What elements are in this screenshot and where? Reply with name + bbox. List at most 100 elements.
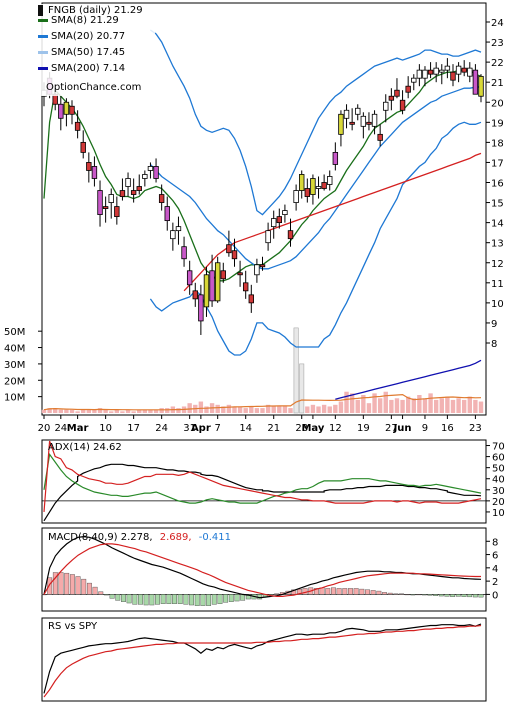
macd-histogram-bar	[109, 594, 115, 599]
candle-body	[455, 65, 462, 75]
volume-tick-label: 30M	[4, 360, 25, 371]
macd-tick-label: 8	[492, 537, 498, 548]
candle-body	[125, 178, 131, 187]
macd-histogram-bar	[331, 587, 336, 595]
volume-tick-label: 10M	[4, 393, 25, 404]
adx-tick-label: 40	[492, 475, 505, 486]
volume-bar	[92, 409, 97, 413]
macd-title-label: MACD(8,40,9) 2.278,	[48, 532, 153, 543]
volume-bar	[338, 401, 344, 413]
candle-body	[383, 101, 389, 111]
candle-body	[472, 69, 479, 95]
x-tick-label: 20	[38, 423, 51, 434]
candle-body	[450, 71, 456, 81]
volume-bar	[120, 411, 125, 413]
macd-histogram-bar	[387, 592, 393, 595]
volume-bar	[417, 395, 422, 413]
price-tick-label: 14	[491, 219, 504, 230]
candle-body	[265, 230, 271, 244]
x-tick-label: 31	[183, 423, 196, 434]
macd-histogram-bar	[189, 594, 194, 606]
candle-body	[164, 206, 170, 222]
price-tick-label: 16	[491, 179, 504, 190]
price-tick-label: 8	[491, 339, 497, 350]
macd-histogram-bar	[172, 594, 177, 604]
price-tick-label: 11	[491, 279, 504, 290]
volume-bar	[254, 408, 260, 413]
volume-bar	[137, 409, 142, 413]
macd-title: MACD(8,40,9) 2.278, 2.689, -0.411	[48, 532, 231, 543]
candle-body	[282, 210, 288, 215]
rs-panel	[43, 623, 482, 698]
macd-histogram-bar	[427, 594, 433, 596]
x-tick-label: May	[301, 423, 324, 434]
macd-histogram-bar	[41, 594, 47, 596]
legend-swatch	[38, 35, 48, 38]
macd-line	[43, 535, 482, 599]
volume-bar	[215, 404, 220, 413]
macd-histogram-bar	[416, 594, 422, 596]
panel-border-rs	[41, 617, 487, 702]
candle-body	[214, 262, 221, 302]
candle-body	[478, 75, 484, 97]
macd-histogram-bar	[461, 594, 467, 597]
candle-body	[198, 294, 204, 322]
volume-bar	[333, 404, 338, 413]
candle-body	[327, 176, 333, 185]
price-tick-label: 17	[491, 158, 504, 169]
volume-bar	[131, 411, 136, 413]
legend-label: SMA(8) 21.29	[51, 15, 119, 26]
macd-histogram-bar	[433, 594, 439, 596]
legend-swatch	[38, 19, 48, 22]
volume-bar	[237, 406, 243, 413]
price-tick-label: 15	[491, 199, 504, 210]
macd-histogram-bar	[223, 594, 229, 603]
volume-bar	[349, 393, 355, 413]
macd-histogram-bar	[234, 594, 240, 602]
sma20-line	[149, 86, 482, 270]
candle-body	[366, 121, 372, 125]
macd-histogram-bar	[325, 588, 331, 595]
candle-body	[433, 67, 439, 75]
macd-tick-label: 6	[492, 551, 498, 562]
x-tick-label: 19	[357, 423, 370, 434]
macd-histogram-bar	[126, 594, 132, 604]
macd-histogram-bar	[160, 594, 166, 604]
candle-body	[422, 69, 428, 79]
volume-bar	[383, 391, 388, 413]
x-tick-label: Jun	[393, 423, 412, 434]
volume-bar	[109, 411, 114, 413]
macd-histogram-bar	[132, 594, 138, 605]
adx-tick-label: 20	[492, 497, 505, 508]
candle-body	[444, 65, 451, 71]
macd-histogram-bar	[302, 588, 308, 595]
macd-histogram-bar	[47, 577, 53, 595]
volume-bar	[187, 403, 192, 413]
candle-body	[91, 166, 98, 179]
macd-histogram-bar	[359, 588, 365, 595]
volume-bar	[400, 399, 405, 413]
volume-bar	[69, 409, 75, 413]
volume-bar	[75, 411, 80, 413]
adx-line	[43, 463, 482, 522]
macd-histogram-bar	[342, 588, 348, 595]
source-label: OptionChance.com	[46, 82, 141, 93]
volume-bar	[64, 409, 69, 413]
macd-histogram-bar	[393, 593, 399, 595]
candle-body	[226, 244, 232, 254]
volume-bar	[103, 409, 108, 413]
macd-histogram-bar	[245, 594, 251, 600]
x-tick-label: 10	[99, 423, 112, 434]
volume-tick-label: 20M	[4, 376, 25, 387]
candle-body	[349, 121, 355, 125]
macd-title-signal: 2.689,	[160, 532, 192, 543]
rs-title: RS vs SPY	[48, 621, 98, 632]
candle-body	[242, 282, 249, 292]
volume-bar	[260, 408, 265, 413]
price-tick-label: 18	[491, 138, 504, 149]
price-tick-label: 21	[491, 78, 504, 89]
legend-background	[37, 4, 155, 96]
macd-histogram-bar	[155, 594, 160, 605]
macd-histogram-bar	[348, 588, 353, 595]
